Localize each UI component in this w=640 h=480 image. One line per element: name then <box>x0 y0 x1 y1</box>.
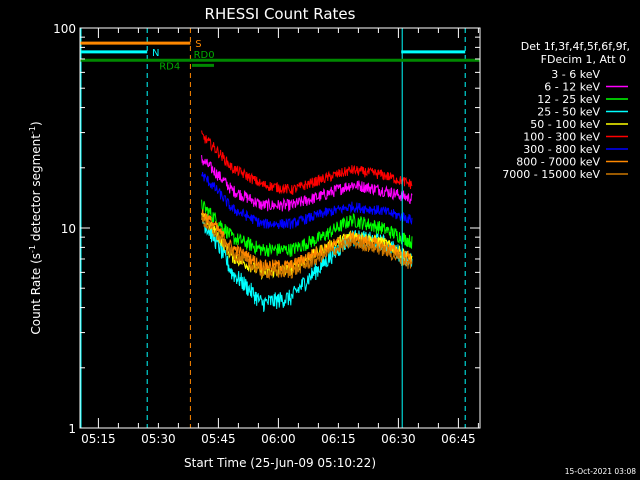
series-line <box>201 155 413 212</box>
legend-item-label: 12 - 25 keV <box>537 93 600 106</box>
legend-item-label: 100 - 300 keV <box>523 131 600 144</box>
rd0-label: RD0 <box>194 50 215 61</box>
x-tick-label: 06:45 <box>441 432 476 446</box>
legend-header-line-1: Det 1f,3f,4f,5f,6f,9f, <box>521 40 630 53</box>
y-axis-label-end: ) <box>29 121 43 126</box>
y-axis-label-main: Count Rate (s <box>29 253 43 335</box>
legend-header-line-2: FDecim 1, Att 0 <box>541 53 626 66</box>
legend-item-label: 25 - 50 keV <box>537 106 600 119</box>
y-tick-label: 1 <box>68 422 76 436</box>
x-tick-label: 06:00 <box>261 432 296 446</box>
legend-item-label: 3 - 6 keV <box>551 68 600 81</box>
marker-layer: S N RD0 RD4 <box>80 28 480 428</box>
legend-item-label: 6 - 12 keV <box>544 81 600 94</box>
plot-frame <box>79 27 481 429</box>
chart-title: RHESSI Count Rates <box>205 5 356 23</box>
x-tick-label: 06:30 <box>381 432 416 446</box>
x-tick-label: 05:45 <box>201 432 236 446</box>
legend-item-label: 50 - 100 keV <box>530 118 600 131</box>
y-axis-label-sup1: -1 <box>28 245 37 253</box>
series-line <box>201 199 413 257</box>
legend-item-label: 800 - 7000 keV <box>516 156 600 169</box>
x-tick-label: 06:15 <box>321 432 356 446</box>
y-axis-label: Count Rate (s-1 detector segment-1) <box>28 121 43 334</box>
legend-item-label: 300 - 800 keV <box>523 143 600 156</box>
series-line <box>201 213 413 312</box>
series-line <box>201 130 413 195</box>
data-layer <box>201 130 413 312</box>
legend-item-label: 7000 - 15000 keV <box>502 168 600 181</box>
y-axis-label-sup2: -1 <box>28 126 37 134</box>
rd4-label: RD4 <box>159 61 180 72</box>
legend: Det 1f,3f,4f,5f,6f,9f, FDecim 1, Att 0 3… <box>502 40 630 181</box>
axes-layer: 1 10 100 05:15 05:30 05:45 06:00 06:15 06:30 06:4… <box>53 22 481 446</box>
y-tick-label: 10 <box>61 222 76 236</box>
footer-timestamp: 15-Oct-2021 03:08 <box>565 467 636 476</box>
x-tick-label: 05:15 <box>81 432 116 446</box>
x-axis-label: Start Time (25-Jun-09 05:10:22) <box>184 456 376 470</box>
y-axis-label-mid: detector segment <box>29 134 43 245</box>
y-tick-label: 100 <box>53 22 76 36</box>
x-tick-label: 05:30 <box>141 432 176 446</box>
series-line <box>201 172 413 230</box>
night-label: N <box>152 48 159 59</box>
attenuator-label: S <box>195 39 201 50</box>
series-line <box>201 214 413 280</box>
